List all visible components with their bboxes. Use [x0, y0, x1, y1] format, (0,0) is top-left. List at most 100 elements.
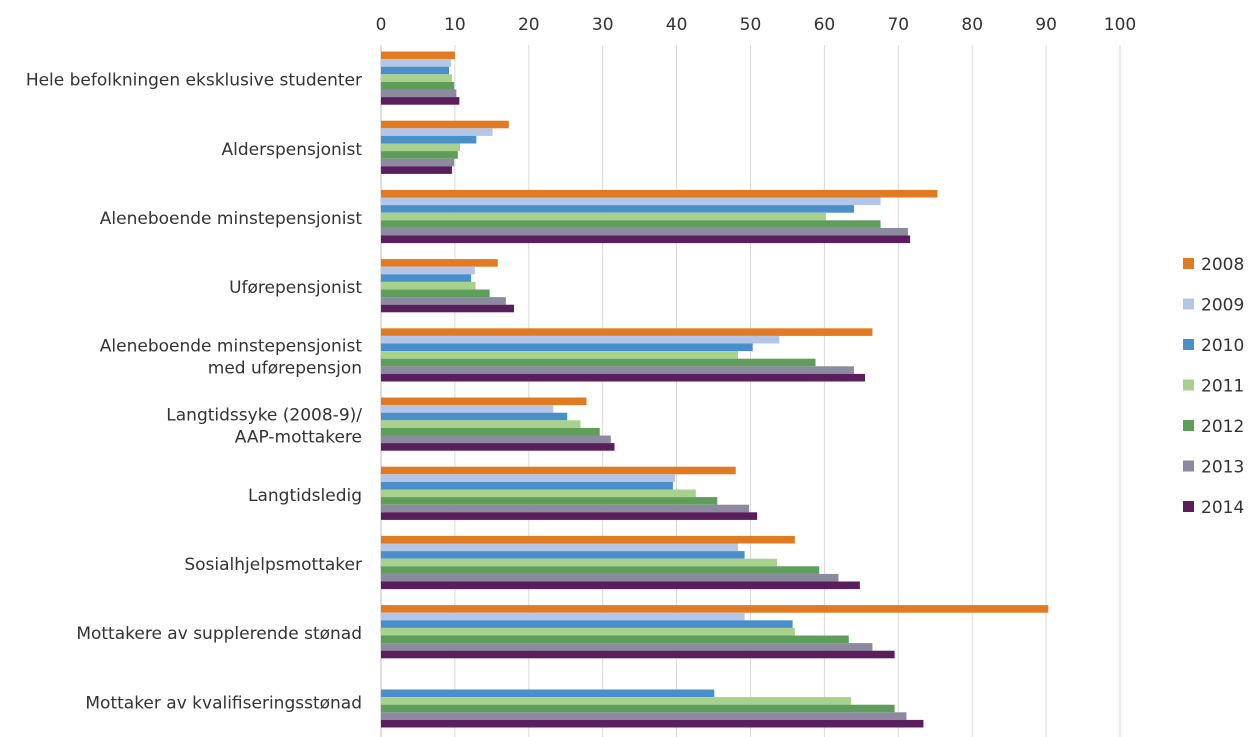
bar-2012-4 — [381, 289, 490, 298]
bar-2010-8 — [381, 551, 745, 559]
tick-label-60: 60 — [814, 15, 836, 35]
bar-2010-2 — [381, 135, 477, 144]
bar-2013-7 — [381, 504, 750, 513]
bar-2010-4 — [381, 274, 472, 282]
tick-label-80: 80 — [961, 15, 983, 35]
bar-2010-3 — [381, 205, 854, 213]
bar-2011-3 — [381, 212, 826, 221]
bar-2009-7 — [381, 474, 676, 482]
bar-2014-5 — [381, 373, 866, 382]
legend-swatch-2009 — [1183, 298, 1194, 310]
bar-2008-2 — [381, 120, 509, 129]
category-label-10: Mottaker av kvalifiseringsstønad — [85, 693, 362, 713]
bar-2010-7 — [381, 481, 673, 490]
bar-2011-9 — [381, 627, 795, 636]
bar-2012-5 — [381, 358, 816, 367]
bar-2010-6 — [381, 412, 568, 421]
legend-label-2009: 2009 — [1201, 296, 1244, 316]
bar-2009-1 — [381, 59, 452, 67]
bar-2009-8 — [381, 543, 738, 552]
tick-label-30: 30 — [592, 15, 614, 35]
grid-lines — [380, 45, 1121, 737]
tick-label-40: 40 — [666, 15, 688, 35]
bar-2008-5 — [381, 328, 873, 336]
bar-2011-5 — [381, 351, 738, 359]
legend-item-2010: 2010 — [1183, 336, 1244, 356]
bar-2012-10 — [381, 704, 895, 713]
bar-2013-10 — [381, 712, 907, 720]
bar-2009-9 — [381, 612, 745, 621]
bar-2008-7 — [381, 466, 736, 475]
bar-2012-2 — [381, 151, 458, 159]
legend-item-2014: 2014 — [1183, 498, 1244, 518]
bar-2008-4 — [381, 259, 498, 267]
legend: 2008 2009 2010 2011 2012 2013 2014 — [1183, 255, 1244, 518]
legend-swatch-2012 — [1183, 420, 1194, 431]
bar-2014-7 — [381, 512, 758, 520]
bar-2014-2 — [381, 166, 452, 174]
bar-2011-7 — [381, 489, 696, 498]
legend-item-2008: 2008 — [1183, 255, 1244, 275]
legend-label-2011: 2011 — [1201, 377, 1244, 397]
bar-2009-6 — [381, 405, 554, 413]
bar-2008-3 — [381, 189, 938, 198]
bar-2011-1 — [381, 74, 452, 82]
bar-2010-9 — [381, 620, 793, 628]
bar-series — [381, 51, 1049, 728]
legend-swatch-2011 — [1183, 379, 1194, 391]
bar-2010-5 — [381, 343, 753, 352]
bar-2011-8 — [381, 558, 778, 567]
category-label-3: Aleneboende minstepensjonist — [100, 209, 363, 229]
category-label-5: Aleneboende minstepensjonist med uførepen… — [100, 336, 363, 378]
legend-label-2012: 2012 — [1201, 417, 1244, 437]
bar-2014-8 — [381, 581, 860, 590]
legend-swatch-2014 — [1183, 501, 1194, 512]
bar-2013-8 — [381, 573, 839, 582]
legend-label-2014: 2014 — [1201, 498, 1244, 518]
bar-2011-10 — [381, 697, 852, 705]
bar-2013-3 — [381, 227, 908, 236]
legend-label-2008: 2008 — [1201, 255, 1244, 275]
bar-2010-10 — [381, 689, 715, 698]
bar-2013-5 — [381, 366, 854, 374]
category-label-2: Alderspensjonist — [222, 140, 363, 160]
bar-2008-6 — [381, 397, 587, 406]
tick-label-50: 50 — [740, 15, 762, 35]
bar-2013-9 — [381, 643, 873, 651]
category-label-9: Mottakere av supplerende stønad — [76, 624, 362, 644]
bar-2014-4 — [381, 304, 515, 313]
legend-item-2012: 2012 — [1183, 417, 1244, 437]
bar-2012-9 — [381, 635, 849, 644]
bar-2014-3 — [381, 235, 911, 244]
legend-item-2011: 2011 — [1183, 377, 1244, 397]
tick-label-10: 10 — [444, 15, 466, 35]
bar-2014-10 — [381, 719, 924, 728]
bar-2010-1 — [381, 66, 449, 75]
bar-2009-3 — [381, 197, 881, 206]
category-label-4: Uførepensjonist — [229, 278, 362, 298]
bar-2013-2 — [381, 158, 455, 167]
legend-swatch-2008 — [1183, 258, 1194, 269]
bar-2012-3 — [381, 220, 881, 228]
bar-2012-6 — [381, 427, 600, 436]
legend-swatch-2010 — [1183, 339, 1194, 350]
bar-2008-1 — [381, 51, 455, 60]
legend-label-2013: 2013 — [1201, 458, 1244, 478]
category-label-8: Sosialhjelpsmottaker — [184, 555, 362, 575]
bar-2013-1 — [381, 89, 457, 98]
bar-2011-4 — [381, 281, 476, 290]
bar-2011-6 — [381, 420, 581, 428]
legend-label-2010: 2010 — [1201, 336, 1244, 356]
category-label-1: Hele befolkningen eksklusive studenter — [26, 71, 362, 91]
category-labels: Hele befolkningen eksklusive studenter Al… — [26, 71, 363, 714]
legend-item-2013: 2013 — [1183, 458, 1244, 478]
bar-2012-7 — [381, 497, 718, 505]
bar-2013-6 — [381, 435, 611, 444]
bar-2013-4 — [381, 297, 506, 305]
bar-2014-6 — [381, 443, 615, 451]
bar-2008-9 — [381, 605, 1049, 613]
tick-label-0: 0 — [376, 15, 387, 35]
bar-2014-9 — [381, 650, 895, 659]
tick-label-70: 70 — [887, 15, 909, 35]
